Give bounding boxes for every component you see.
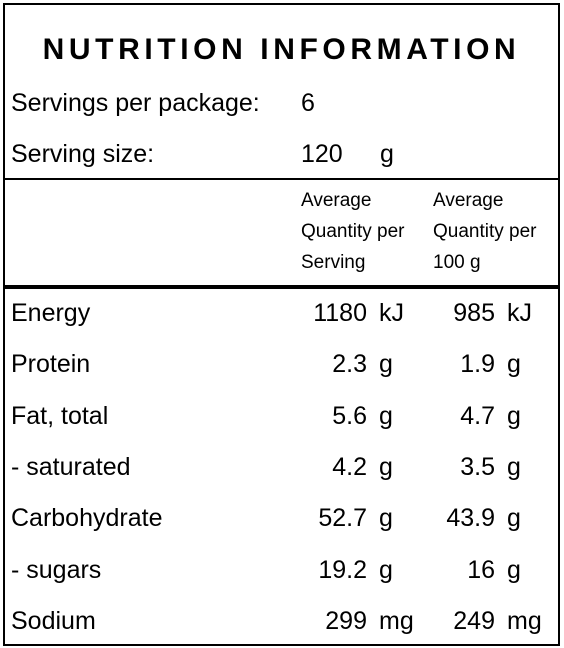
nutrient-name: Fat, total — [11, 402, 109, 430]
column-header-per-serving: Average Quantity per Serving — [301, 185, 405, 278]
nutrient-name: - sugars — [11, 556, 102, 584]
per-100g-unit: g — [507, 402, 521, 430]
per-serving-value: 299 — [325, 607, 367, 635]
column-header-line: Average — [301, 190, 372, 211]
per-serving-value: 4.2 — [332, 453, 367, 481]
per-serving-unit: g — [379, 350, 393, 378]
header-divider — [5, 178, 558, 180]
per-serving-unit: mg — [379, 607, 414, 635]
per-100g-value: 4.7 — [460, 402, 495, 430]
per-serving-value: 52.7 — [318, 504, 367, 532]
per-serving-unit: g — [379, 453, 393, 481]
per-100g-unit: mg — [507, 607, 542, 635]
column-header-line: Serving — [301, 252, 366, 273]
per-100g-unit: g — [507, 504, 521, 532]
servings-value: 6 — [301, 89, 315, 117]
nutrient-name: Sodium — [11, 607, 96, 635]
column-header-line: 100 g — [433, 252, 481, 273]
serving-size-unit: g — [380, 140, 394, 168]
column-header-line: Average — [433, 190, 504, 211]
per-100g-unit: kJ — [507, 299, 532, 327]
per-serving-value: 19.2 — [318, 556, 367, 584]
nutrient-name: Protein — [11, 350, 91, 378]
per-100g-value: 3.5 — [460, 453, 495, 481]
per-100g-unit: g — [507, 556, 521, 584]
per-100g-value: 1.9 — [460, 350, 495, 378]
per-serving-value: 2.3 — [332, 350, 367, 378]
nutrient-name: - saturated — [11, 453, 131, 481]
panel-title: NUTRITION INFORMATION — [42, 33, 521, 66]
per-100g-value: 985 — [453, 299, 495, 327]
nutrition-panel: NUTRITION INFORMATION Servings per packa… — [3, 3, 560, 646]
nutrient-name: Carbohydrate — [11, 504, 163, 532]
per-serving-unit: g — [379, 556, 393, 584]
per-100g-unit: g — [507, 350, 521, 378]
per-100g-value: 16 — [467, 556, 495, 584]
per-serving-value: 1180 — [313, 299, 367, 327]
per-100g-unit: g — [507, 453, 521, 481]
per-serving-unit: g — [379, 402, 393, 430]
column-header-line: Quantity per — [433, 221, 537, 242]
serving-size-value: 120 — [301, 140, 343, 168]
per-100g-value: 43.9 — [446, 504, 495, 532]
per-serving-unit: g — [379, 504, 393, 532]
column-header-per-100g: Average Quantity per 100 g — [433, 185, 537, 278]
per-serving-unit: kJ — [379, 299, 404, 327]
servings-label: Servings per package: — [11, 89, 260, 117]
per-serving-value: 5.6 — [332, 402, 367, 430]
per-100g-value: 249 — [453, 607, 495, 635]
nutrient-name: Energy — [11, 299, 91, 327]
serving-size-label: Serving size: — [11, 140, 155, 168]
table-divider — [5, 285, 558, 289]
column-header-line: Quantity per — [301, 221, 405, 242]
